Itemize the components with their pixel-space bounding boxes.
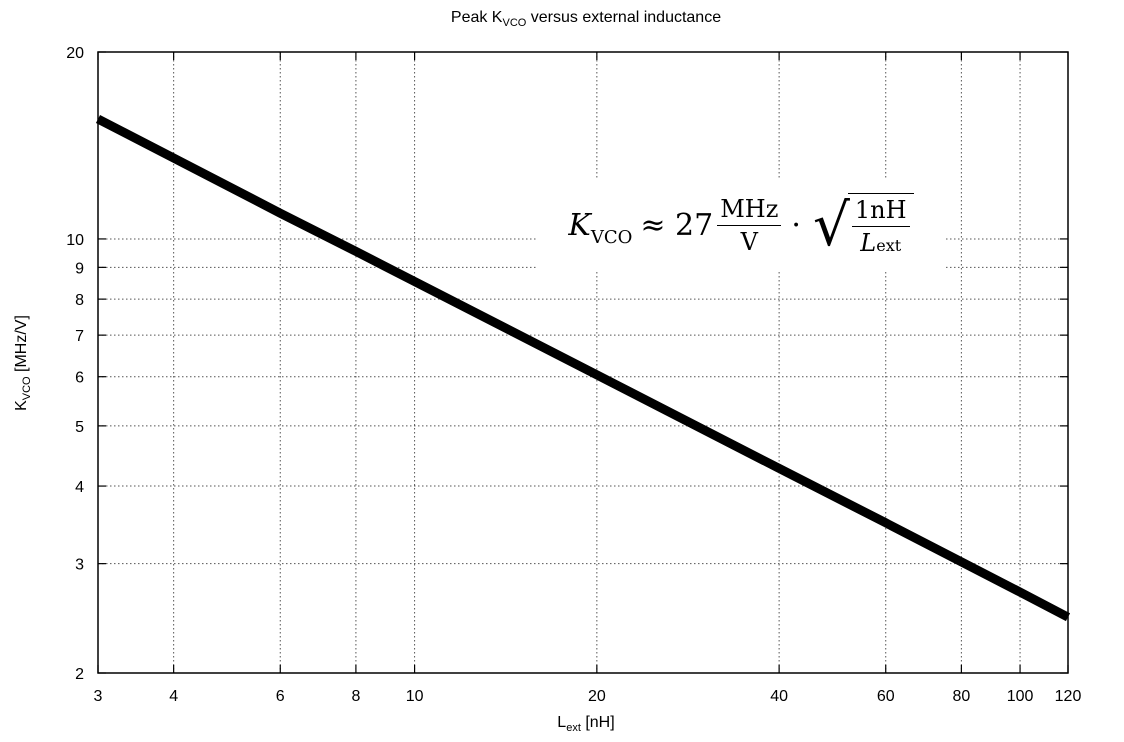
formula-annotation: K VCO ≈ 27 MHz V · √ 1nH Lext — [536, 180, 946, 270]
x-tick-label-120: 120 — [1055, 688, 1082, 705]
formula-inductance-denominator: Lext — [860, 227, 901, 257]
formula-sqrt: √ 1nH Lext — [813, 193, 914, 257]
y-axis-label: KVCO [MHz/V] — [13, 315, 33, 411]
y-tick-label-10: 10 — [66, 232, 84, 249]
y-axis-label-rest: [MHz/V] — [13, 315, 30, 376]
x-tick-labels: 3 4 6 8 10 20 40 60 80 100 120 — [94, 688, 1082, 705]
formula-approx: ≈ 27 — [640, 207, 714, 243]
y-tick-label-20: 20 — [66, 45, 84, 62]
x-axis-label-rest: [nH] — [581, 714, 615, 731]
x-tick-label-8: 8 — [351, 688, 360, 705]
x-tick-label-40: 40 — [770, 688, 788, 705]
chart-title-sub: VCO — [502, 17, 526, 29]
sqrt-icon: √ — [812, 191, 850, 259]
y-tick-label-4: 4 — [75, 479, 84, 496]
formula-fraction-inductance: 1nH Lext — [851, 196, 910, 257]
formula-dot: · — [791, 207, 801, 243]
y-axis-label-main: K — [13, 400, 30, 411]
formula-lhs: K — [568, 207, 591, 243]
formula-inductance-den-main: L — [860, 229, 877, 257]
axis-ticks — [97, 51, 1069, 674]
x-tick-label-3: 3 — [94, 688, 103, 705]
y-tick-label-8: 8 — [75, 292, 84, 309]
formula-units-denominator: V — [740, 227, 758, 256]
chart-title-main: Peak K — [451, 9, 503, 26]
plot-frame — [97, 51, 1069, 674]
x-tick-label-60: 60 — [877, 688, 895, 705]
x-axis-label-sub: ext — [566, 722, 581, 734]
y-tick-label-2: 2 — [75, 666, 84, 683]
formula-inductance-den-sub: ext — [876, 236, 902, 255]
y-tick-labels: 2 3 4 5 6 7 8 9 10 20 — [66, 45, 84, 683]
y-axis-label-sub: VCO — [21, 376, 33, 400]
chart-title: Peak KVCO versus external inductance — [451, 9, 721, 29]
formula-sqrt-body: 1nH Lext — [847, 193, 914, 257]
x-tick-label-20: 20 — [588, 688, 606, 705]
formula-inductance-numerator: 1nH — [851, 196, 910, 227]
y-tick-label-7: 7 — [75, 328, 84, 345]
x-tick-label-80: 80 — [952, 688, 970, 705]
formula-units-numerator: MHz — [717, 195, 782, 226]
formula-fraction-units: MHz V — [717, 195, 782, 256]
x-tick-label-6: 6 — [276, 688, 285, 705]
x-axis-label: Lext [nH] — [557, 714, 614, 734]
grid-lines — [98, 52, 1068, 673]
formula-lhs-sub: VCO — [590, 227, 633, 248]
y-tick-label-5: 5 — [75, 419, 84, 436]
y-tick-label-6: 6 — [75, 370, 84, 387]
x-tick-label-10: 10 — [406, 688, 424, 705]
y-tick-label-9: 9 — [75, 260, 84, 277]
series-line — [95, 115, 1071, 622]
x-tick-label-100: 100 — [1007, 688, 1034, 705]
chart-title-rest: versus external inductance — [526, 9, 721, 26]
x-tick-label-4: 4 — [169, 688, 178, 705]
y-tick-label-3: 3 — [75, 557, 84, 574]
x-axis-label-main: L — [557, 714, 566, 731]
